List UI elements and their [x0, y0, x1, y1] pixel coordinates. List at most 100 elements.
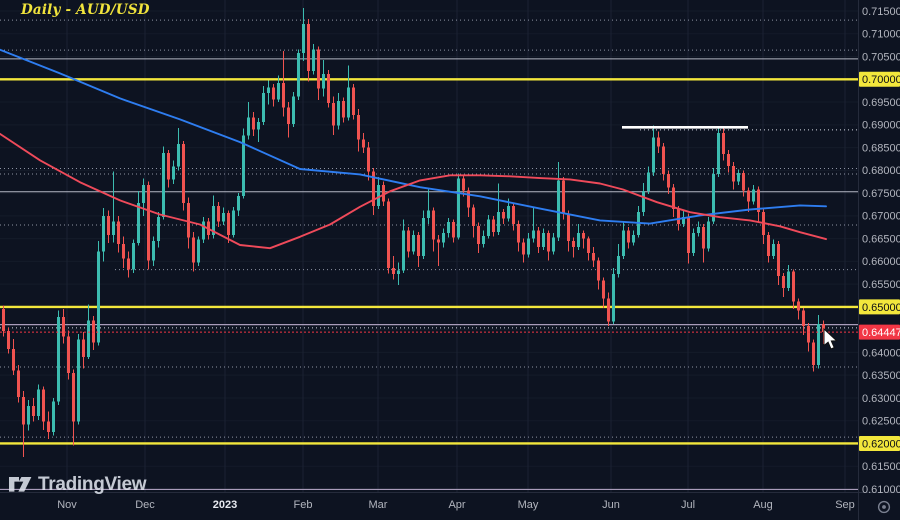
chart-symbol-title: Daily - AUD/USD — [21, 2, 150, 18]
candle-down — [217, 205, 220, 222]
candle-down — [702, 227, 705, 249]
candle-down — [517, 224, 520, 243]
tradingview-watermark-label: TradingView — [38, 474, 147, 495]
candle-down — [767, 234, 770, 256]
price-tick-label: 0.65500 — [862, 279, 900, 291]
candle-down — [227, 213, 230, 235]
candle-up — [292, 96, 295, 124]
candle-up — [442, 233, 445, 243]
time-tick-label[interactable]: Feb — [294, 499, 313, 511]
candle-down — [42, 389, 45, 422]
candle-up — [527, 238, 530, 255]
candle-down — [747, 190, 750, 202]
candle-up — [322, 73, 325, 89]
candle-up — [267, 87, 270, 93]
time-axis-background[interactable] — [0, 492, 858, 520]
candle-down — [592, 253, 595, 261]
price-tick-label: 0.71000 — [862, 29, 900, 41]
candle-down — [437, 239, 440, 243]
candle-down — [782, 275, 785, 288]
candle-up — [102, 215, 105, 252]
candle-up — [542, 233, 545, 247]
candle-down — [722, 133, 725, 154]
candle-down — [662, 146, 665, 174]
candle-up — [552, 237, 555, 252]
candle-up — [707, 221, 710, 249]
candle-up — [737, 173, 740, 182]
candle-down — [392, 268, 395, 275]
candle-down — [287, 107, 290, 124]
level-price-label-group: 0.70000 — [859, 71, 900, 87]
candle-up — [157, 216, 160, 241]
candle-down — [522, 242, 525, 255]
candle-up — [772, 244, 775, 256]
price-tick-label: 0.70500 — [862, 51, 900, 63]
candle-down — [342, 101, 345, 118]
time-tick-label[interactable]: Mar — [369, 499, 388, 511]
candle-down — [362, 139, 365, 148]
candle-down — [307, 23, 310, 72]
candle-up — [97, 251, 100, 343]
price-tick-label: 0.63500 — [862, 370, 900, 382]
candle-down — [117, 221, 120, 245]
candle-up — [347, 87, 350, 118]
candle-down — [332, 102, 335, 126]
time-tick-label[interactable]: Nov — [57, 499, 77, 511]
candle-down — [492, 219, 495, 232]
candle-down — [677, 209, 680, 225]
price-tick-label: 0.69000 — [862, 120, 900, 132]
candle-down — [797, 301, 800, 311]
candle-up — [312, 49, 315, 72]
price-tick-label: 0.61500 — [862, 461, 900, 473]
candle-down — [732, 165, 735, 182]
candle-up — [507, 205, 510, 219]
candle-down — [407, 230, 410, 252]
candle-up — [787, 271, 790, 288]
candle-down — [317, 49, 320, 89]
candle-up — [142, 184, 145, 204]
candle-down — [792, 271, 795, 302]
candle-down — [192, 237, 195, 263]
price-tick-label: 0.69500 — [862, 97, 900, 109]
candle-up — [577, 233, 580, 247]
candle-down — [597, 260, 600, 281]
time-tick-label[interactable]: Dec — [135, 499, 155, 511]
candle-down — [582, 233, 585, 239]
candle-up — [202, 221, 205, 240]
time-tick-label[interactable]: 2023 — [213, 499, 237, 511]
time-tick-label[interactable]: Jun — [602, 499, 620, 511]
time-tick-label[interactable]: Sep — [835, 499, 855, 511]
candle-down — [187, 203, 190, 238]
candle-up — [397, 270, 400, 275]
candle-up — [642, 190, 645, 213]
price-tick-label: 0.62500 — [862, 416, 900, 428]
ma-fast-line — [0, 132, 827, 250]
time-tick-label[interactable]: Apr — [448, 499, 465, 511]
time-tick-label[interactable]: May — [518, 499, 539, 511]
time-tick-label[interactable]: Aug — [753, 499, 773, 511]
time-tick-label[interactable]: Jul — [681, 499, 695, 511]
last-price-label — [859, 324, 900, 340]
candle-down — [547, 233, 550, 252]
candle-down — [107, 215, 110, 235]
candle-up — [262, 92, 265, 123]
level-price-label-text: 0.70000 — [862, 74, 900, 86]
price-scale-settings-icon[interactable] — [876, 499, 892, 515]
level-price-label-text: 0.62000 — [862, 438, 900, 450]
candle-up — [222, 213, 225, 222]
candle-up — [37, 389, 40, 417]
candle-down — [602, 280, 605, 299]
candle-down — [252, 117, 255, 130]
candle-down — [777, 244, 780, 276]
candle-down — [467, 190, 470, 208]
candle-up — [52, 401, 55, 433]
candles-series — [2, 7, 825, 458]
candle-up — [682, 216, 685, 225]
candle-down — [67, 336, 70, 373]
candle-up — [297, 52, 300, 97]
candle-down — [72, 372, 75, 422]
candle-up — [427, 210, 430, 219]
candle-up — [27, 406, 30, 425]
